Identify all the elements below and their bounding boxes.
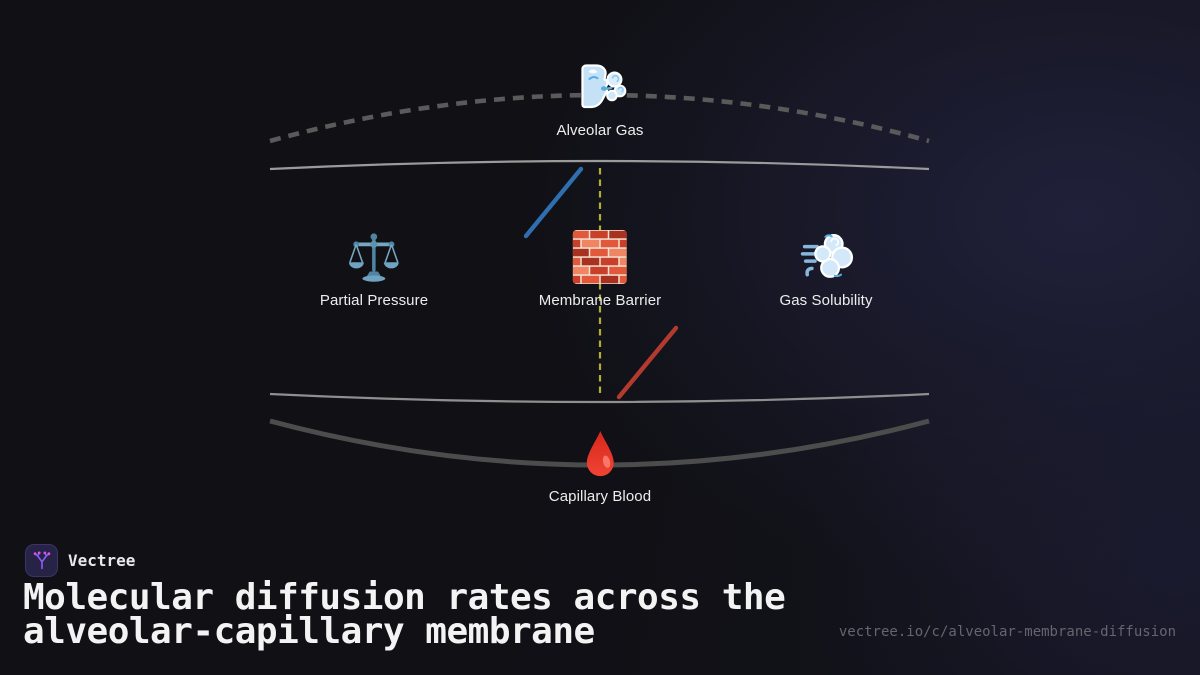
node-label-gas-solubility: Gas Solubility: [779, 292, 873, 309]
brand-name: Vectree: [68, 551, 136, 570]
brick-wall-icon: [572, 230, 627, 284]
vectree-branch-icon: [33, 550, 50, 569]
wind-puff-icon: [799, 230, 853, 284]
node-label-capillary-blood: Capillary Blood: [548, 488, 652, 505]
page-title: Molecular diffusion rates across the alv…: [23, 577, 786, 652]
node-alveolar-gas: Alveolar Gas: [556, 62, 643, 140]
balance-scale-icon: [347, 230, 401, 284]
node-gas-solubility: Gas Solubility: [779, 230, 872, 310]
node-partial-pressure: Partial Pressure: [320, 230, 428, 310]
node-label-partial-pressure: Partial Pressure: [319, 292, 429, 309]
vectree-logo: [25, 544, 58, 577]
brand-row: Vectree: [25, 544, 135, 577]
blue-diffusion-line: [523, 166, 584, 239]
blood-drop-icon: [584, 430, 615, 480]
face-exhaling-icon: [574, 62, 626, 114]
node-membrane-barrier: Membrane Barrier: [539, 230, 661, 310]
red-diffusion-line: [616, 325, 679, 400]
node-capillary-blood: Capillary Blood: [549, 430, 651, 506]
page-url: vectree.io/c/alveolar-membrane-diffusion: [838, 624, 1176, 640]
alveolar-boundary-line: [269, 159, 930, 171]
node-label-alveolar-gas: Alveolar Gas: [556, 122, 644, 139]
capillary-boundary-line: [269, 392, 930, 404]
node-label-membrane-barrier: Membrane Barrier: [538, 292, 662, 309]
